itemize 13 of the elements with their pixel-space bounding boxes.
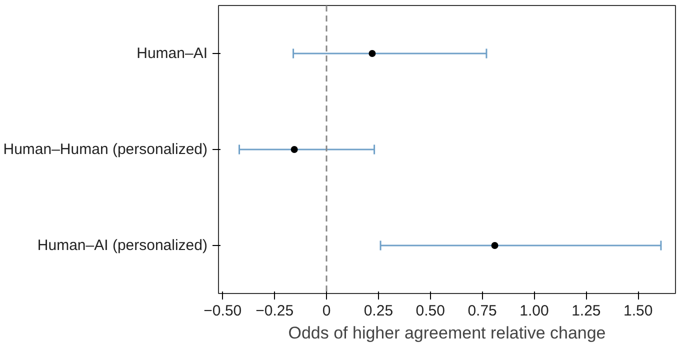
x-tick-label: 0.75 — [468, 302, 497, 320]
x-tick-label: −0.25 — [256, 302, 294, 320]
x-tick-label: 0.50 — [416, 302, 445, 320]
x-tick-label: 1.50 — [624, 302, 653, 320]
x-tick-label: 1.25 — [572, 302, 601, 320]
y-tick-label: Human–AI (personalized) — [37, 237, 208, 254]
x-tick-label: 0.25 — [364, 302, 394, 320]
x-tick-label: 1.00 — [520, 302, 549, 320]
x-axis-title: Odds of higher agreement relative change — [288, 324, 606, 342]
y-tick-label: Human–Human (personalized) — [3, 141, 208, 158]
y-tick-label: Human–AI — [136, 45, 208, 62]
x-tick-label: −0.50 — [204, 302, 242, 320]
x-tick-label: 0 — [322, 302, 331, 320]
